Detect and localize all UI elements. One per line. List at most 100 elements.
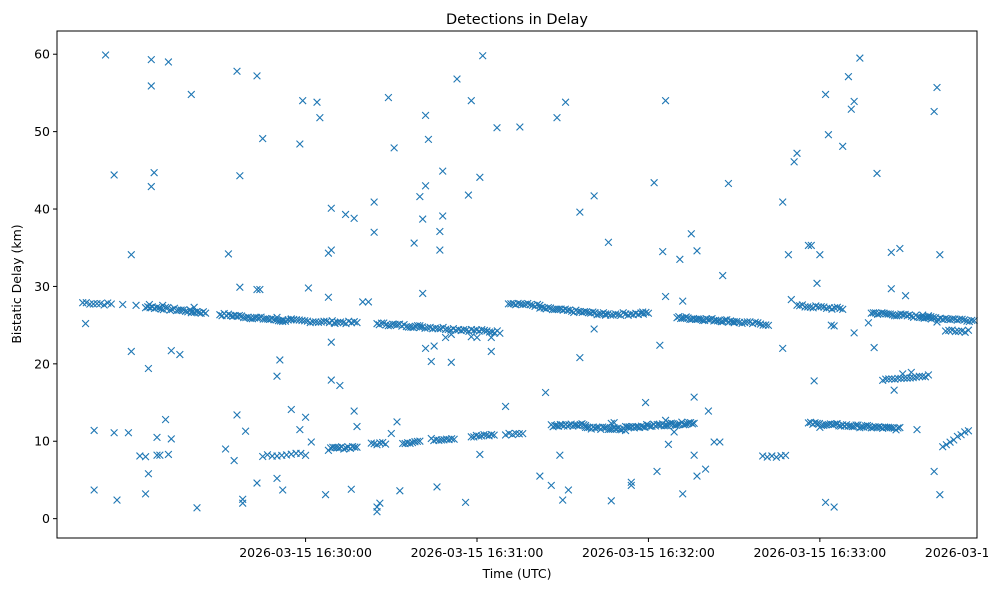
data-point (614, 310, 622, 319)
data-point (930, 467, 938, 476)
data-point (870, 343, 878, 352)
data-point (589, 308, 597, 316)
data-point (336, 318, 345, 326)
data-point (817, 302, 825, 311)
data-point (844, 72, 853, 81)
data-point (894, 374, 902, 383)
data-point (233, 67, 241, 76)
data-point (373, 503, 381, 511)
data-point (873, 169, 881, 178)
data-point (595, 310, 604, 318)
data-point (93, 299, 101, 308)
data-point (327, 204, 336, 213)
data-point (153, 451, 161, 459)
data-point (822, 421, 830, 429)
data-point (593, 423, 601, 432)
data-point (410, 239, 418, 247)
data-point (132, 301, 140, 310)
data-point (590, 192, 598, 200)
data-point (90, 486, 98, 494)
data-point (370, 198, 378, 206)
data-point (810, 377, 818, 385)
data-point (909, 373, 917, 382)
data-point (688, 420, 697, 428)
data-point (762, 321, 770, 329)
data-point (297, 449, 305, 458)
data-point (710, 438, 718, 446)
data-point (364, 298, 373, 306)
data-point (693, 247, 701, 255)
data-point (875, 422, 883, 431)
data-point (436, 227, 444, 236)
data-point (544, 303, 553, 312)
data-point (496, 329, 504, 338)
data-point (600, 423, 609, 432)
data-point (276, 356, 284, 364)
data-point (813, 279, 821, 288)
data-point (147, 82, 156, 90)
data-point (887, 284, 896, 293)
data-point (181, 307, 190, 316)
data-point (421, 344, 430, 353)
data-point (964, 426, 973, 435)
data-point (863, 421, 872, 430)
data-point (838, 305, 847, 314)
data-point (541, 388, 550, 397)
data-point (253, 285, 261, 294)
data-point (450, 435, 458, 444)
data-point (386, 321, 395, 330)
data-point (886, 310, 895, 318)
data-point (467, 96, 476, 105)
data-point (147, 182, 156, 191)
data-point (433, 483, 441, 491)
y-tick-label: 10 (34, 434, 50, 449)
data-point (421, 182, 430, 190)
plot-frame (56, 30, 978, 539)
data-point (918, 372, 927, 381)
data-point (763, 453, 772, 461)
data-point (238, 495, 247, 504)
data-point (480, 326, 489, 335)
data-point (110, 428, 118, 437)
data-point (641, 398, 650, 407)
data-point (938, 442, 947, 451)
data-point (793, 149, 801, 158)
data-point (248, 314, 257, 323)
data-point (627, 478, 636, 487)
data-point (821, 90, 830, 99)
data-point (716, 438, 724, 446)
data-point (897, 374, 905, 383)
y-tick-label: 0 (42, 511, 50, 526)
data-point (667, 419, 676, 428)
data-point (350, 214, 358, 223)
data-point (514, 299, 522, 308)
data-point (903, 374, 911, 382)
data-point (147, 55, 156, 64)
data-point (166, 306, 174, 314)
data-point (447, 434, 456, 443)
data-point (418, 289, 427, 298)
data-point (350, 407, 358, 415)
data-point (526, 300, 534, 309)
data-point (743, 318, 752, 326)
data-point (790, 158, 798, 166)
data-point (475, 432, 483, 440)
data-point (830, 322, 838, 330)
data-point (341, 210, 350, 219)
data-point (576, 208, 584, 216)
data-point (307, 438, 316, 446)
data-point (661, 96, 670, 105)
data-point (946, 438, 954, 446)
data-point (187, 90, 196, 99)
data-point (221, 445, 230, 453)
data-point (168, 305, 177, 314)
data-point (888, 424, 897, 432)
data-point (235, 311, 244, 320)
data-point (896, 423, 904, 432)
data-point (901, 291, 910, 300)
data-point (561, 98, 570, 107)
data-point (336, 381, 344, 390)
data-point (653, 467, 661, 476)
data-point (333, 318, 342, 327)
